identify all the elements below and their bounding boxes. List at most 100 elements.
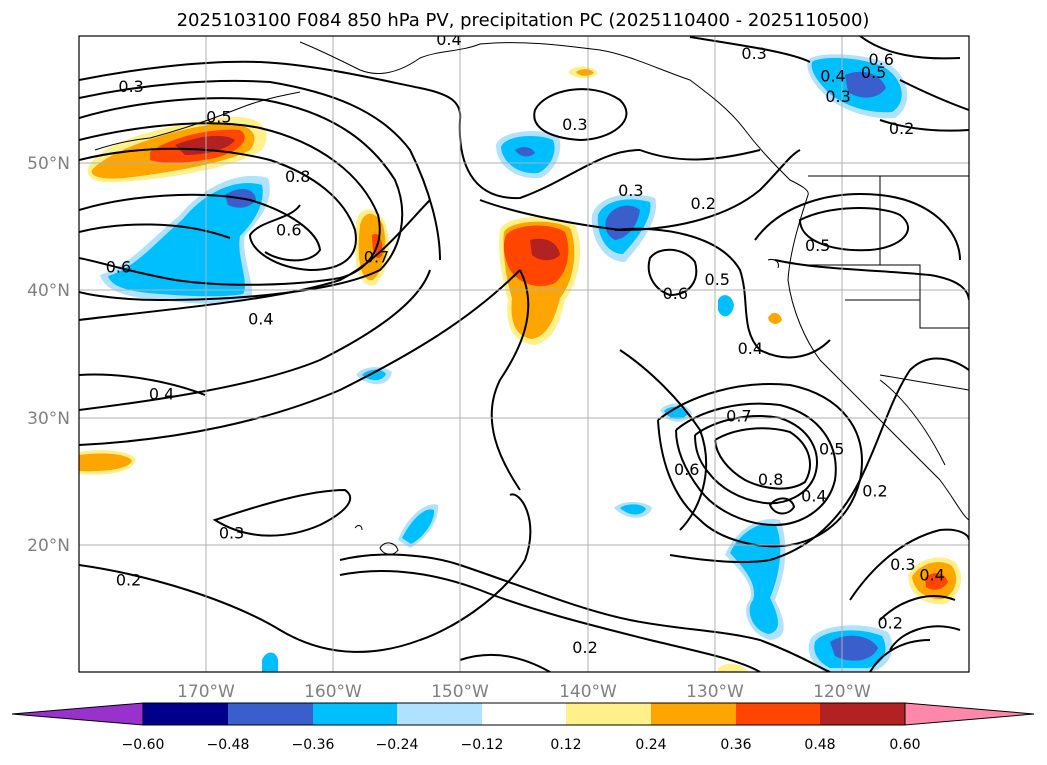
pv-contour	[614, 227, 831, 359]
pv-contour	[212, 488, 352, 537]
contour-label: 0.6	[674, 460, 699, 479]
coastline-hawaii	[379, 542, 399, 555]
pv-contour	[79, 97, 404, 302]
pv-contour	[879, 119, 969, 132]
pv-contour	[774, 259, 969, 301]
contour-label: 0.6	[663, 284, 688, 303]
border-state	[808, 264, 969, 329]
coastline-hawaii	[354, 525, 363, 531]
pv-contour	[694, 415, 818, 505]
precip-negative-region	[664, 406, 688, 419]
pv-contour	[79, 223, 231, 239]
pv-contour	[79, 193, 322, 262]
colorbar-tick-label: −0.36	[292, 737, 335, 753]
colorbar-tick-label: 0.36	[720, 737, 751, 753]
colorbar-tick-label: 0.12	[550, 737, 581, 753]
pv-contour	[490, 269, 530, 491]
precip-negative-region	[515, 147, 535, 157]
lat-tick-label: 30°N	[27, 409, 70, 429]
contour-label: 0.2	[116, 570, 141, 589]
colorbar-tick-label: −0.60	[122, 737, 165, 753]
pv-contour	[849, 528, 969, 601]
precip-negative-region	[402, 509, 435, 544]
colorbar-segment	[143, 703, 228, 725]
pv-contour	[619, 349, 708, 531]
colorbar-segment	[651, 703, 736, 725]
colorbar-tick-label: −0.24	[376, 737, 419, 753]
contour-label: 0.6	[276, 221, 301, 240]
pv-contour	[657, 383, 863, 548]
colorbar-tick-label: −0.48	[207, 737, 250, 753]
coastline-aleutians	[94, 91, 301, 151]
pv-contour	[79, 269, 521, 446]
contour-label: 0.5	[805, 236, 830, 255]
coastlines	[94, 41, 969, 555]
contour-label: 0.2	[877, 614, 902, 633]
colorbar-segment	[566, 703, 651, 725]
precip-positive-region	[576, 69, 594, 76]
colorbar-frame	[142, 702, 906, 726]
map-frame	[78, 35, 970, 673]
pv-contour	[639, 149, 761, 161]
contour-label: 0.3	[890, 555, 915, 574]
precip-positive-region	[768, 312, 782, 324]
pv-contour	[768, 497, 796, 515]
lon-tick-label: 120°W	[813, 682, 871, 702]
lon-tick-label: 170°W	[177, 682, 235, 702]
pv-contour	[798, 207, 910, 252]
contour-label: 0.4	[436, 30, 461, 49]
contour-label: 0.5	[819, 439, 844, 458]
border-us-mexico	[879, 374, 969, 391]
precip-positive-region	[718, 663, 748, 672]
contour-label: 0.2	[691, 194, 716, 213]
pv-contour	[689, 36, 811, 63]
pv-contour	[479, 149, 801, 232]
colorbar-tick-label: 0.48	[804, 737, 835, 753]
pv-contour	[675, 402, 837, 527]
contour-label: 0.3	[741, 44, 766, 63]
pv-contour	[714, 427, 811, 490]
pv-contour	[879, 595, 956, 621]
pv-contour	[889, 625, 961, 651]
contour-label: 0.4	[820, 67, 845, 86]
contour-label: 0.4	[149, 385, 174, 404]
precip-negative-region	[605, 205, 640, 240]
pv-contour	[339, 570, 761, 672]
lon-tick-label: 160°W	[304, 682, 362, 702]
precip-negative-region	[845, 71, 886, 98]
contour-label: 0.4	[248, 310, 273, 329]
contour-label: 0.6	[106, 258, 131, 277]
colorbar-segment	[482, 703, 566, 725]
contour-label: 0.7	[364, 247, 389, 266]
contour-label: 0.3	[562, 115, 587, 134]
contour-label: 0.4	[801, 486, 826, 505]
pv-contour	[533, 88, 628, 142]
precip-positive-region	[530, 238, 560, 261]
contour-label: 0.8	[758, 470, 783, 489]
pv-contour	[79, 122, 381, 286]
precip-positive-region	[175, 135, 235, 155]
colorbar-segment	[313, 703, 397, 725]
colorbar-segment	[820, 703, 905, 725]
pv-contour	[669, 357, 969, 564]
precip-negative-region	[718, 295, 734, 317]
map-area: 0.3 0.5 0.8 0.6 0.6 0.7 0.4 0.4 0.3 0.3 0.2 0.5 0.6 0…	[79, 30, 969, 672]
lon-axis: 170°W 160°W 150°W 140°W 130°W 120°W	[177, 682, 871, 702]
lon-tick-label: 140°W	[559, 682, 617, 702]
contour-label: 0.3	[219, 523, 244, 542]
contour-label: 0.2	[572, 638, 597, 657]
coastline-baja	[879, 379, 946, 466]
pv-contour	[859, 36, 961, 60]
precip-negative-region	[620, 504, 646, 515]
lat-tick-label: 40°N	[27, 281, 70, 301]
precip-negative-region	[108, 183, 263, 297]
colorbar: −0.60 −0.48 −0.36 −0.24 −0.12 0.12 0.24 …	[11, 702, 1035, 753]
coastline-alaska	[299, 41, 809, 196]
precip-negative-region	[262, 652, 278, 672]
contour-label: 0.5	[206, 107, 231, 126]
contour-label: 0.6	[869, 50, 894, 69]
colorbar-segment	[397, 703, 482, 725]
colorbar-tick-label: −0.12	[461, 737, 504, 753]
contour-label: 0.4	[738, 339, 763, 358]
